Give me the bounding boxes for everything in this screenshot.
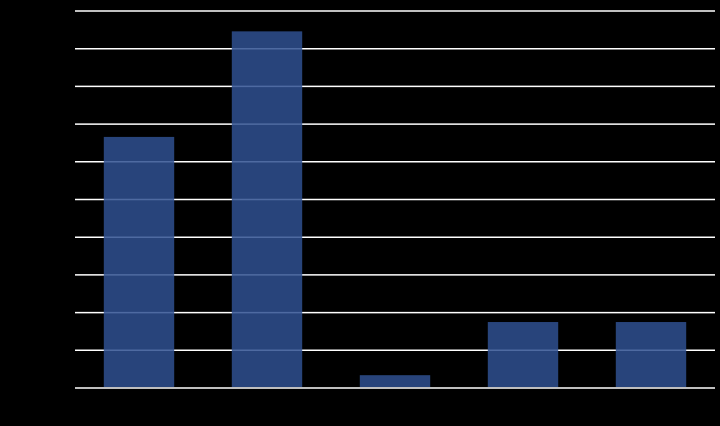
bar xyxy=(231,31,303,388)
bar xyxy=(615,322,687,388)
bar xyxy=(487,322,559,388)
bar xyxy=(103,136,175,388)
bar xyxy=(359,375,431,388)
